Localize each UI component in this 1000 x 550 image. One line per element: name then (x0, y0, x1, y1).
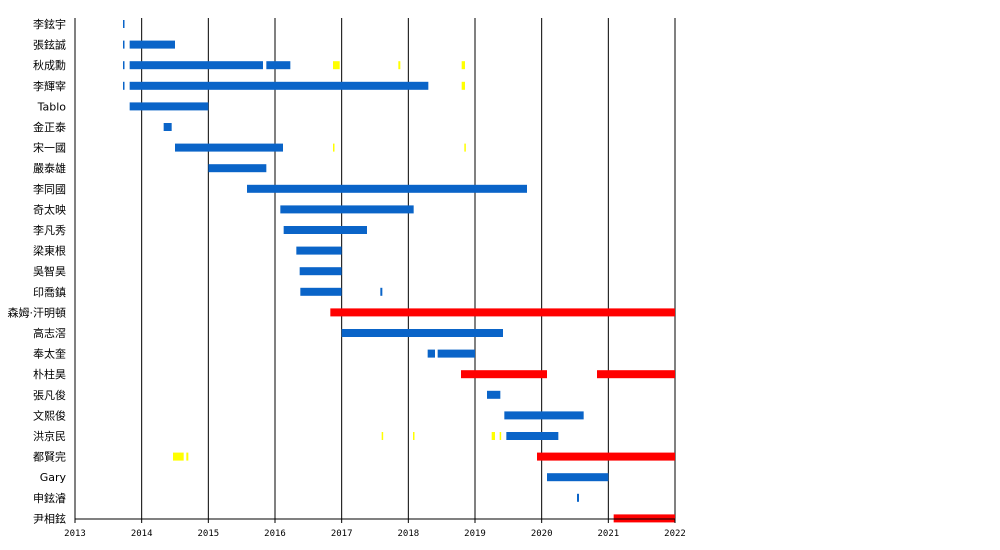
segment-blue (129, 40, 175, 49)
member-label: 秋成勳 (33, 58, 66, 72)
member-label: 李輝宰 (33, 79, 66, 93)
segment-blue (123, 20, 125, 28)
member-label: Gary (40, 471, 67, 484)
x-tick-label: 2017 (331, 529, 353, 539)
member-label: 文熙俊 (33, 408, 66, 422)
segment-blue (296, 246, 342, 255)
member-label: 張鉉誠 (33, 38, 66, 52)
segment-blue (506, 432, 559, 440)
segment-blue (123, 61, 125, 70)
member-label: 宋一國 (33, 141, 66, 155)
member-label: 張凡俊 (33, 388, 66, 402)
x-tick-label: 2018 (397, 529, 419, 539)
member-label: 李凡秀 (33, 223, 66, 237)
segment-blue (547, 473, 609, 482)
x-tick-label: 2021 (597, 529, 619, 539)
member-label: 尹相鉉 (33, 511, 66, 525)
x-tick-label: 2019 (464, 529, 486, 539)
segment-yellow (461, 81, 465, 90)
segment-blue (129, 81, 429, 90)
x-tick-label: 2016 (264, 529, 286, 539)
segment-red (330, 308, 675, 317)
segment-blue (247, 184, 527, 193)
segment-red (461, 370, 547, 379)
member-label: 高志滘 (33, 326, 66, 340)
segment-blue (175, 143, 283, 152)
segment-blue (208, 164, 267, 173)
segment-yellow (333, 143, 335, 152)
segment-yellow (413, 432, 415, 440)
member-label: 朴柱昊 (33, 367, 66, 381)
segment-blue (266, 61, 291, 70)
segment-blue (129, 102, 209, 111)
segment-blue (504, 411, 584, 420)
x-tick-label: 2020 (531, 529, 553, 539)
segment-blue (299, 267, 342, 276)
member-label: 金正泰 (33, 120, 66, 134)
segment-blue (427, 349, 435, 358)
member-label: 李同國 (33, 182, 66, 196)
segment-blue (300, 287, 342, 296)
member-label: 印喬鎮 (33, 285, 66, 299)
member-label: 申鉉濬 (33, 491, 66, 505)
segment-yellow (333, 61, 340, 70)
segment-yellow (381, 432, 384, 440)
segment-blue (123, 40, 125, 49)
segment-blue (380, 287, 383, 296)
segment-red (613, 514, 675, 523)
member-label: 吳智昊 (33, 264, 66, 278)
segment-yellow (464, 143, 466, 152)
x-tick-label: 2014 (131, 529, 153, 539)
segment-yellow (461, 61, 465, 70)
segment-blue (487, 390, 501, 399)
segments-layer (123, 20, 675, 523)
segment-blue (123, 81, 125, 90)
segment-yellow (398, 61, 401, 70)
member-label: 森姆·汗明頓 (8, 305, 67, 319)
segment-blue (577, 493, 579, 502)
segment-blue (163, 123, 172, 131)
segment-blue (283, 226, 367, 234)
segment-yellow (499, 432, 502, 440)
segment-red (537, 452, 675, 461)
x-tick-label: 2015 (197, 529, 219, 539)
member-label: Tablo (37, 100, 67, 113)
member-label: 嚴泰雄 (33, 161, 66, 175)
segment-yellow (173, 452, 184, 461)
year-grid (141, 18, 676, 519)
x-tick-label: 2013 (64, 529, 86, 539)
member-label: 奇太映 (33, 203, 66, 216)
x-tick-label: 2022 (664, 529, 686, 539)
member-label: 梁東根 (33, 244, 66, 258)
segment-blue (280, 205, 414, 214)
member-label: 奉太奎 (33, 347, 66, 361)
segment-blue (341, 329, 503, 337)
member-label: 都賢完 (33, 450, 66, 464)
segment-blue (437, 349, 475, 358)
x-axis: 2013 2014 2015 2016 2017 2018 2019 2020 2021 2022 (64, 18, 686, 539)
member-label: 洪京民 (33, 429, 66, 443)
segment-yellow (186, 452, 189, 461)
segment-blue (129, 61, 263, 70)
segment-yellow (491, 432, 495, 440)
segment-red (597, 370, 675, 379)
member-label: 李鉉宇 (33, 17, 66, 31)
